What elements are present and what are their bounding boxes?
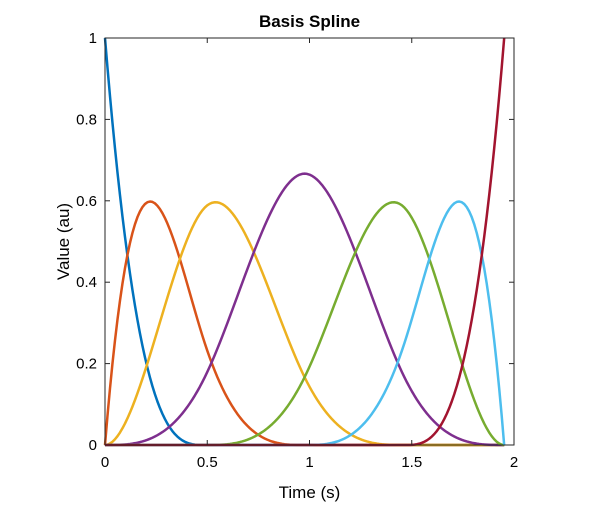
y-tick-label: 0	[89, 437, 97, 454]
x-tick-label: 1.5	[401, 454, 422, 471]
axes-layer: 0 0.5 1 1.5 2 0 0.2 0.4 0.6 0.8 1	[76, 30, 518, 471]
x-axis-label: Time (s)	[279, 483, 341, 502]
series-line-4	[105, 172, 505, 447]
x-tick-label: 1	[305, 454, 313, 471]
chart-title: Basis Spline	[259, 12, 360, 31]
y-tick-label: 0.2	[76, 356, 97, 373]
x-tick-label: 2	[510, 454, 518, 471]
x-tick-label: 0.5	[197, 454, 218, 471]
y-axis-label: Value (au)	[54, 203, 73, 280]
y-tick-label: 0.8	[76, 111, 97, 128]
y-tick-label: 0.6	[76, 193, 97, 210]
y-tick-label: 1	[89, 30, 97, 47]
x-tick-label: 0	[101, 454, 109, 471]
y-tick-label: 0.4	[76, 274, 97, 291]
plot-area	[105, 38, 514, 445]
